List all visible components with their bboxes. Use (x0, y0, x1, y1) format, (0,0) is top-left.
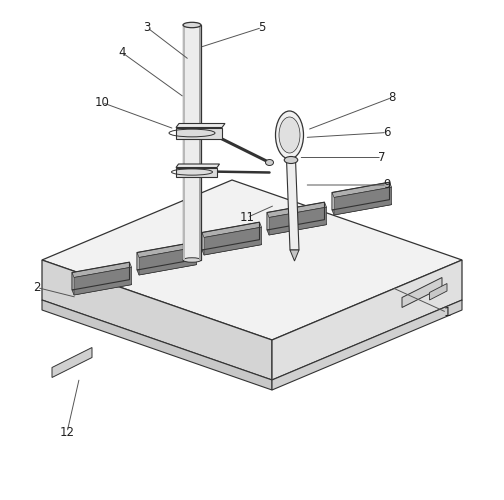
Text: 7: 7 (378, 151, 386, 164)
Polygon shape (334, 187, 392, 215)
Polygon shape (176, 168, 217, 176)
Text: 5: 5 (259, 21, 266, 34)
Polygon shape (42, 180, 462, 340)
Polygon shape (286, 159, 299, 250)
Polygon shape (52, 348, 92, 378)
Polygon shape (290, 250, 299, 261)
Polygon shape (267, 220, 327, 235)
Polygon shape (183, 25, 201, 260)
Polygon shape (332, 200, 392, 215)
Text: 3: 3 (143, 21, 151, 34)
Polygon shape (74, 267, 132, 295)
Polygon shape (183, 25, 185, 260)
Polygon shape (202, 240, 262, 255)
Ellipse shape (183, 258, 201, 262)
Polygon shape (272, 300, 462, 390)
Polygon shape (72, 262, 132, 278)
Polygon shape (272, 260, 462, 380)
Polygon shape (267, 202, 327, 218)
Polygon shape (139, 247, 197, 275)
Ellipse shape (276, 111, 303, 159)
Polygon shape (204, 227, 262, 255)
Polygon shape (176, 128, 222, 138)
Text: 9: 9 (383, 178, 391, 192)
Polygon shape (332, 182, 392, 198)
Ellipse shape (284, 156, 298, 164)
Text: 2: 2 (33, 281, 41, 294)
Ellipse shape (183, 22, 201, 28)
Text: 6: 6 (383, 126, 391, 139)
Text: 11: 11 (239, 211, 255, 224)
Polygon shape (202, 222, 262, 238)
Polygon shape (269, 207, 327, 235)
Polygon shape (199, 25, 201, 260)
Polygon shape (42, 300, 272, 390)
Polygon shape (176, 124, 225, 128)
Ellipse shape (279, 117, 300, 153)
Polygon shape (402, 278, 442, 308)
Polygon shape (137, 260, 197, 275)
Text: 1: 1 (443, 306, 451, 319)
Polygon shape (429, 284, 447, 300)
Text: 8: 8 (388, 91, 396, 104)
Text: 10: 10 (95, 96, 109, 109)
Polygon shape (72, 280, 132, 295)
Polygon shape (42, 260, 272, 380)
Polygon shape (137, 242, 197, 258)
Text: 4: 4 (118, 46, 126, 59)
Ellipse shape (266, 160, 274, 166)
Text: 12: 12 (59, 426, 75, 439)
Polygon shape (176, 164, 220, 168)
